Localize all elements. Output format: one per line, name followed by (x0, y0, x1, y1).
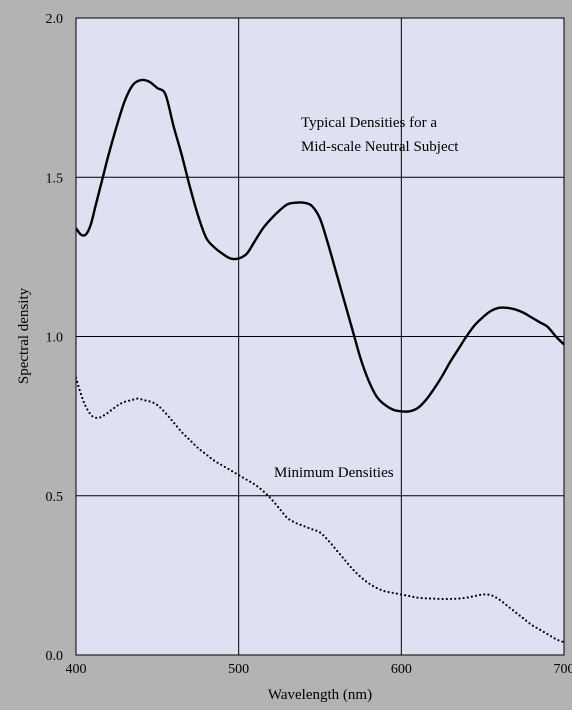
annotation-minimum-densities-line: Minimum Densities (274, 465, 394, 481)
y-axis-title: Spectral density (16, 287, 32, 384)
y-tick-label: 0.0 (46, 649, 64, 664)
x-tick-label: 400 (66, 662, 87, 677)
x-axis-title: Wavelength (nm) (268, 687, 372, 703)
y-tick-label: 1.5 (46, 171, 64, 186)
y-tick-label: 2.0 (46, 12, 64, 27)
x-tick-label: 600 (391, 662, 412, 677)
x-tick-label: 700 (554, 662, 572, 677)
y-tick-label: 0.5 (46, 490, 64, 505)
series-line-typical-densities (76, 78, 564, 413)
annotation-typical-densities-line: Typical Densities for a (301, 115, 437, 131)
x-tick-label: 500 (228, 662, 249, 677)
series-line-minimum-densities (76, 376, 564, 644)
grid-lines (76, 18, 564, 655)
y-tick-label: 1.0 (46, 331, 64, 346)
series-layer (76, 78, 564, 644)
annotation-typical-densities-line: Mid-scale Neutral Subject (301, 139, 459, 155)
tick-labels: 400 500 600 700 0.0 0.5 1.0 1.5 2.0 (46, 12, 572, 677)
annotations: Typical Densities for a Mid-scale Neutral… (274, 115, 459, 481)
